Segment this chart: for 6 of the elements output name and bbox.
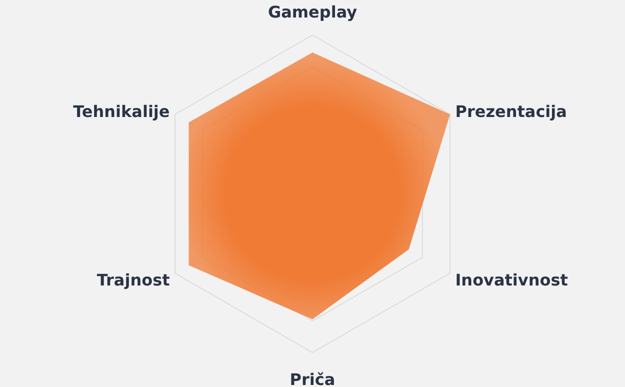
spoke-label: Trajnost [96,270,170,290]
spoke-label: Gameplay [268,2,358,22]
spoke-label: Priča [290,370,336,387]
spoke-label: Prezentacija [455,102,567,121]
spoke-label: Tehnikalije [73,102,170,121]
spoke-label: Inovativnost [455,270,568,290]
